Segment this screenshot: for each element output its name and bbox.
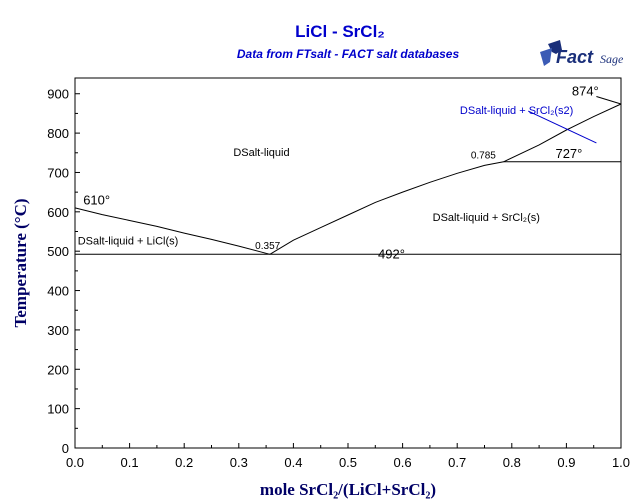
annotation-label: 727° — [555, 146, 582, 161]
x-tick-label: 0.2 — [175, 455, 193, 470]
y-tick-label: 900 — [47, 87, 69, 102]
factsage-logo: Fact Sage — [540, 40, 624, 67]
y-axis-title: Temperature (°C) — [11, 198, 30, 327]
y-tick-label: 700 — [47, 165, 69, 180]
x-tick-label: 0.3 — [230, 455, 248, 470]
annotation-label: 0.357 — [255, 241, 280, 252]
y-tick-label: 300 — [47, 323, 69, 338]
y-tick-label: 0 — [62, 441, 69, 456]
y-tick-label: 500 — [47, 244, 69, 259]
annotation-label: 0.785 — [471, 151, 496, 162]
x-axis: 0.0 0.1 0.2 0.3 0.4 0.5 0.6 0.7 0.8 0.9 1.0 — [66, 443, 630, 470]
annotations: 610° 492° 727° 874° 0.357 0.785 DSalt-liquid DS… — [78, 83, 599, 261]
series-liquidus-licl — [74, 207, 271, 255]
y-tick-label: 100 — [47, 402, 69, 417]
chart-subtitle: Data from FTsalt - FACT salt databases — [237, 47, 460, 61]
y-tick-label: 200 — [47, 362, 69, 377]
logo-fact: Fact — [556, 47, 594, 67]
y-tick-label: 800 — [47, 126, 69, 141]
annotation-label: DSalt-liquid + SrCl₂(s2) — [460, 105, 573, 117]
series-liquidus-srcl2 — [269, 103, 622, 255]
annotation-label: 492° — [378, 246, 405, 261]
chart-title: LiCl - SrCl₂ — [295, 22, 385, 41]
x-tick-label: 0.4 — [284, 455, 302, 470]
x-tick-label: 0.7 — [448, 455, 466, 470]
x-tick-label: 0.5 — [339, 455, 357, 470]
x-tick-label: 0.9 — [557, 455, 575, 470]
logo-sage: Sage — [600, 52, 624, 66]
series-upper-line — [596, 96, 622, 105]
annotation-label: DSalt-liquid — [233, 147, 289, 159]
phase-boundaries — [74, 96, 622, 255]
plot-frame — [74, 77, 622, 449]
x-tick-label: 0.6 — [394, 455, 412, 470]
x-tick-label: 0.8 — [503, 455, 521, 470]
y-tick-label: 600 — [47, 205, 69, 220]
annotation-label: DSalt-liquid + LiCl(s) — [78, 236, 179, 248]
x-tick-label: 1.0 — [612, 455, 630, 470]
series-s2-arrow — [527, 110, 597, 144]
y-axis: 0 100 200 300 400 500 600 700 800 900 — [47, 87, 80, 456]
annotation-label: 610° — [83, 193, 110, 208]
x-tick-label: 0.0 — [66, 455, 84, 470]
annotation-label: DSalt-liquid + SrCl₂(s) — [433, 212, 540, 224]
annotation-label: 874° — [572, 83, 599, 98]
x-axis-title: mole SrCl₂/(LiCl+SrCl₂) — [260, 480, 436, 499]
x-tick-label: 0.1 — [121, 455, 139, 470]
y-tick-label: 400 — [47, 284, 69, 299]
